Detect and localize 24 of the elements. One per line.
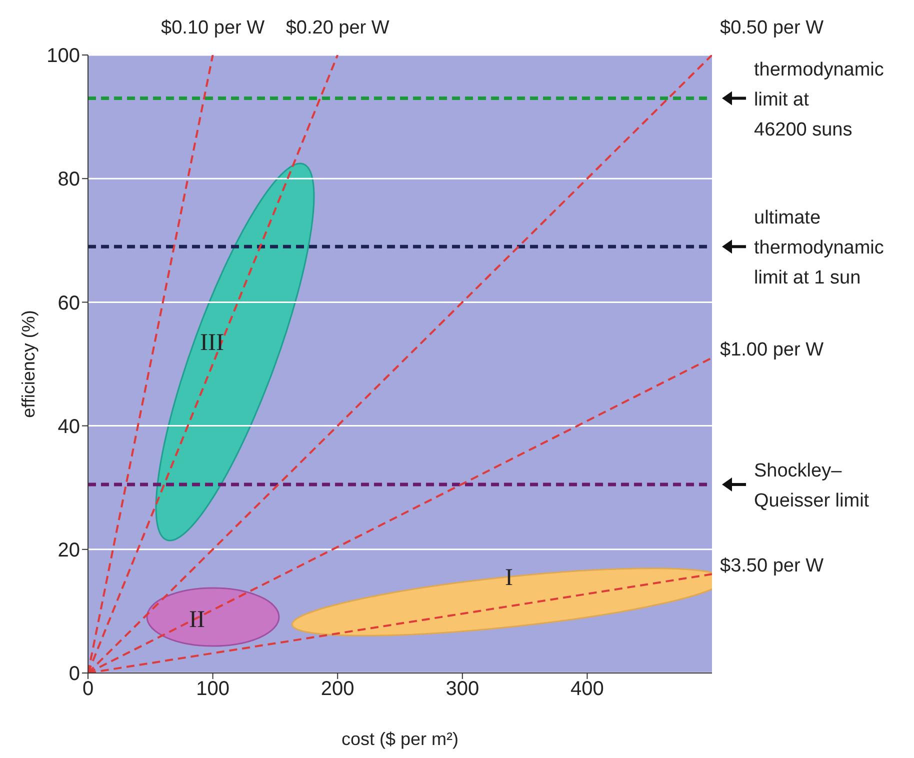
y-tick-label: 0 — [68, 663, 80, 686]
x-tick-label: 100 — [196, 678, 230, 700]
y-axis-title: efficiency (%) — [18, 310, 38, 418]
y-tick-label: 60 — [58, 292, 80, 314]
y-tick-label: 40 — [58, 416, 80, 438]
y-tick-label: 20 — [58, 540, 80, 562]
ref-line-label: Shockley– Queisser limit — [754, 460, 870, 512]
x-tick-label: 0 — [82, 678, 94, 700]
series-label: $0.50 per W — [720, 18, 824, 38]
series-label: $3.50 per W — [720, 556, 824, 577]
x-axis-title: cost ($ per m²) — [341, 729, 459, 749]
y-tick-label: 80 — [58, 168, 80, 191]
x-tick-label: 400 — [570, 678, 604, 700]
y-tick-label: 100 — [46, 45, 80, 68]
x-tick-label: 200 — [320, 678, 354, 700]
annotation: II — [189, 607, 205, 633]
annotation: I — [505, 565, 513, 591]
annotation: III — [200, 330, 224, 356]
series-label: $0.10 per W — [161, 18, 265, 38]
ref-line-label: ultimate thermodynamic limit at 1 sun — [754, 208, 884, 289]
x-tick-label: 300 — [446, 678, 480, 700]
series-label: $1.00 per W — [720, 339, 824, 360]
series-label: $0.20 per W — [286, 18, 390, 38]
ref-line-label: thermodynamic limit at 46200 suns — [754, 59, 884, 140]
